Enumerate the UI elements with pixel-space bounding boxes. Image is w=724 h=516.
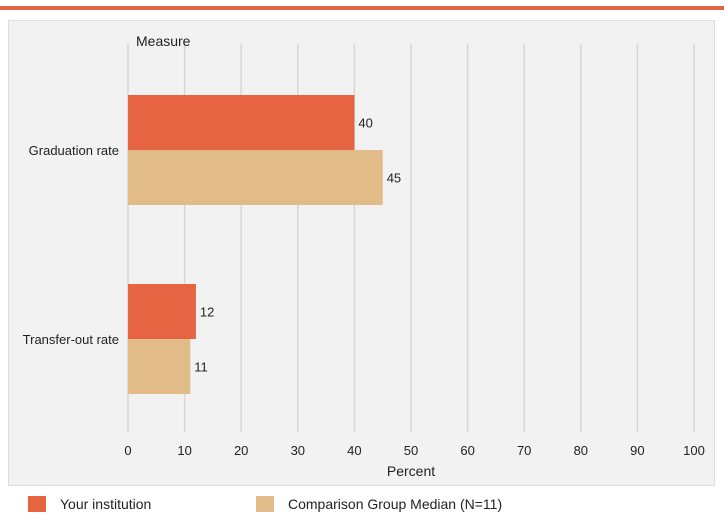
legend-swatch-your-institution — [28, 496, 46, 512]
x-tick-label: 0 — [124, 443, 131, 458]
bar — [128, 284, 196, 339]
category-label: Transfer-out rate — [23, 332, 119, 347]
x-tick-label: 50 — [404, 443, 418, 458]
category-labels: Graduation rate Transfer-out rate — [23, 143, 119, 347]
x-tick-label: 30 — [291, 443, 305, 458]
bar — [128, 150, 383, 205]
x-tick-label: 90 — [630, 443, 644, 458]
legend-item-your-institution: Your institution — [28, 496, 151, 512]
x-tick-label: 10 — [177, 443, 191, 458]
bar — [128, 339, 191, 394]
x-tick-labels: 0 10 20 30 40 50 60 70 80 90 100 — [124, 443, 704, 458]
header-accent-bar — [0, 6, 724, 10]
x-axis-title: Percent — [387, 463, 435, 479]
legend-item-comparison: Comparison Group Median (N=11) — [256, 496, 502, 512]
x-tick-label: 70 — [517, 443, 531, 458]
category-label: Graduation rate — [29, 143, 119, 158]
x-tick-label: 60 — [460, 443, 474, 458]
x-tick-label: 100 — [683, 443, 705, 458]
bars: 40 45 12 11 — [128, 95, 401, 394]
legend-label-your-institution: Your institution — [60, 496, 152, 512]
category-axis-title: Measure — [136, 33, 191, 49]
bar-value-label: 12 — [200, 305, 214, 320]
chart-panel — [8, 20, 715, 486]
bar-value-label: 40 — [358, 116, 372, 131]
x-tick-label: 80 — [574, 443, 588, 458]
legend-label-comparison: Comparison Group Median (N=11) — [288, 496, 503, 512]
legend-swatch-comparison — [256, 496, 274, 512]
bar-value-label: 45 — [387, 171, 401, 186]
x-tick-label: 20 — [234, 443, 248, 458]
bar — [128, 95, 355, 150]
x-tick-label: 40 — [347, 443, 361, 458]
bar-value-label: 11 — [194, 360, 208, 375]
